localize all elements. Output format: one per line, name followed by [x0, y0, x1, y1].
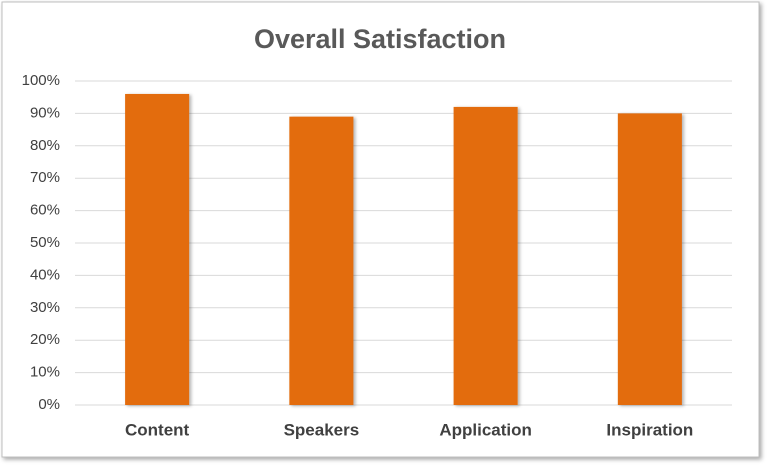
y-tick-label: 10% [30, 364, 60, 381]
bar [453, 106, 518, 406]
y-tick-label: 40% [30, 266, 60, 283]
y-tick-label: 100% [22, 72, 60, 89]
y-tick-label: 20% [30, 331, 60, 348]
bar [289, 116, 354, 405]
x-tick-label: Inspiration [606, 420, 693, 439]
x-tick-label: Speakers [284, 420, 360, 439]
y-tick-label: 90% [30, 104, 60, 121]
y-tick-label: 80% [30, 137, 60, 154]
x-tick-label: Content [125, 420, 190, 439]
bar [125, 93, 190, 406]
y-tick-label: 50% [30, 234, 60, 251]
y-tick-label: 70% [30, 169, 60, 186]
y-tick-label: 0% [38, 396, 60, 413]
y-tick-label: 30% [30, 299, 60, 316]
chart-title: Overall Satisfaction [254, 24, 506, 54]
y-tick-label: 60% [30, 202, 60, 219]
bar [617, 113, 682, 406]
x-tick-label: Application [439, 420, 532, 439]
